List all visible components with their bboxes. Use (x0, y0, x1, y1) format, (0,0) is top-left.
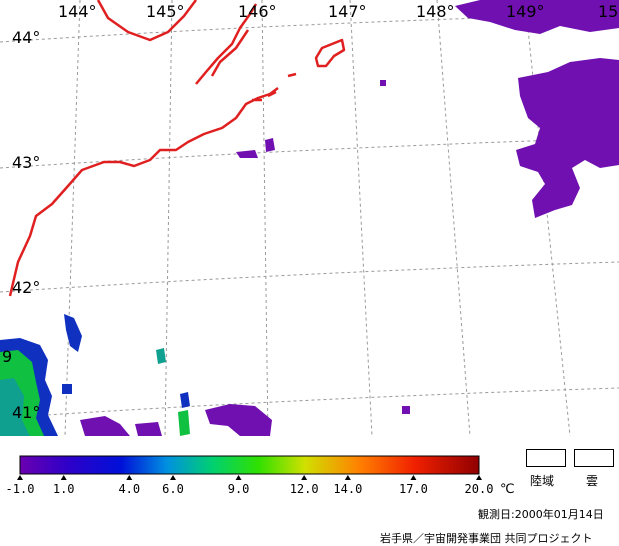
lat-label-42: 42° (12, 278, 40, 297)
cloud-legend-label: 雲 (586, 474, 599, 488)
observation-date: 観測日:2000年01月14日 (478, 508, 604, 521)
temperature-colorbar: -1.0 1.0 4.0 6.0 9.0 12.0 14.0 17.0 20.0 ℃ (6, 455, 515, 497)
meridian-147 (349, 0, 373, 436)
colorbar-tick-5 (301, 475, 308, 480)
meridian-144 (64, 0, 81, 436)
lon-label-150: 15 (598, 2, 618, 21)
colorbar-tick-label-1: 1.0 (53, 482, 75, 496)
colorbar-tick-3 (170, 475, 176, 480)
lon-label-148: 148° (416, 2, 455, 21)
meridian-148 (436, 0, 471, 436)
colorbar-tick-label-8: 20.0 (465, 482, 494, 496)
colorbar-tick-label-7: 17.0 (399, 482, 428, 496)
colorbar-tick-label-5: 12.0 (290, 482, 319, 496)
cloud-legend-swatch (574, 449, 614, 467)
colorbar-tick-label-2: 4.0 (118, 482, 140, 496)
cloud-bottom-3 (135, 422, 162, 436)
colorbar-unit: ℃ (500, 482, 515, 497)
cloud-fleck-4 (402, 406, 410, 414)
kunashiri (195, 3, 258, 85)
partial-label: 9 (2, 347, 12, 366)
cloud-areas (80, 0, 619, 436)
cloud-bottom-2 (80, 416, 130, 436)
colorbar-tick-0 (17, 475, 23, 480)
lon-label-144: 144° (58, 2, 97, 21)
colorbar-tick-label-0: -1.0 (6, 482, 35, 496)
parallel-41 (0, 387, 619, 419)
parallel-42 (0, 261, 619, 293)
lon-label-146: 146° (238, 2, 277, 21)
colorbar-tick-7 (410, 475, 417, 480)
project-credit: 岩手県／宇宙開発事業団 共同プロジェクト (380, 532, 593, 545)
meridian-146 (261, 0, 269, 436)
sst-speck-5 (62, 384, 72, 394)
lon-label-145: 145° (146, 2, 185, 21)
colorbar-area: -1.0 1.0 4.0 6.0 9.0 12.0 14.0 17.0 20.0 ℃ 陸域 雲 … (0, 436, 619, 546)
colorbar-tick-1 (60, 475, 67, 480)
cloud-fleck-3 (380, 80, 386, 86)
lon-label-149: 149° (506, 2, 545, 21)
colorbar-tick-6 (344, 475, 351, 480)
sst-speck-1 (64, 314, 82, 352)
hokkaido-coast (8, 87, 279, 297)
colorbar-tick-2 (126, 475, 133, 480)
colorbar-tick-8 (476, 475, 482, 480)
colorbar-tick-labels: -1.0 1.0 4.0 6.0 9.0 12.0 14.0 17.0 20.0 (6, 482, 494, 496)
land-legend-label: 陸域 (530, 474, 555, 488)
meridian-145 (164, 0, 173, 436)
sst-speck-3 (180, 392, 190, 408)
lat-label-41: 41° (12, 403, 40, 422)
land-legend-swatch (526, 449, 566, 467)
colorbar-tick-label-6: 14.0 (333, 482, 362, 496)
latitude-labels: 44° 43° 42° 41° 9 (2, 28, 40, 422)
sst-teal-patch (0, 378, 30, 436)
colorbar-ticks (17, 475, 482, 480)
cloud-right (516, 58, 619, 218)
lon-label-147: 147° (328, 2, 367, 21)
longitude-labels: 144° 145° 146° 147° 148° 149° 15 (58, 2, 618, 21)
colorbar-tick-label-4: 9.0 (228, 482, 250, 496)
shiretoko-coast (96, 0, 197, 42)
meridian-149 (524, 0, 571, 436)
cloud-fleck-1 (236, 150, 258, 158)
sst-speck-2 (156, 348, 166, 364)
colorbar-tick-label-3: 6.0 (162, 482, 184, 496)
shikotan (252, 90, 277, 102)
lat-label-44: 44° (12, 28, 40, 47)
colorbar-gradient (19, 455, 480, 475)
sst-field (0, 314, 190, 436)
islet-1 (287, 72, 297, 78)
cloud-bottom-1 (205, 404, 272, 436)
graticule (0, 0, 619, 436)
parallel-43 (0, 137, 619, 169)
cloud-top-right (455, 0, 619, 34)
coastline (8, 0, 346, 297)
sst-map: 144° 145° 146° 147° 148° 149° 15 44° 43°… (0, 0, 619, 436)
sst-speck-4 (178, 410, 190, 436)
colorbar-tick-4 (235, 475, 242, 480)
cloud-fleck-2 (265, 138, 275, 152)
etorofu (314, 38, 346, 68)
lat-label-43: 43° (12, 153, 40, 172)
